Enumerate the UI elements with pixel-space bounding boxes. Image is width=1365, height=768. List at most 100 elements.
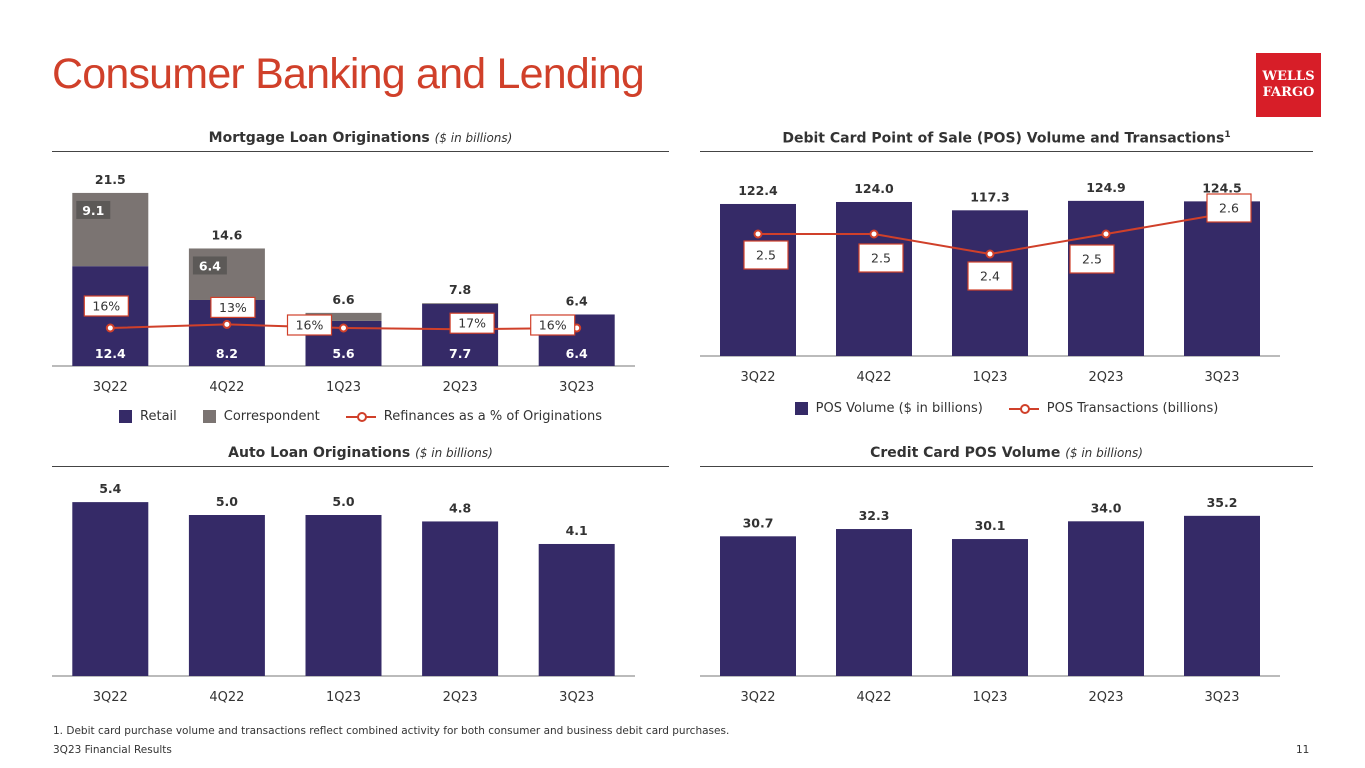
- mortgage-chart: 12.4 9.1 21.5 3Q22 8.2 6.4 14.6 4Q22 5.6 6.6 1Q23 7…: [52, 172, 635, 395]
- auto-chart-title: Auto Loan Originations ($ in billions): [52, 445, 669, 467]
- bar-total-label: 124.0: [854, 181, 894, 196]
- mortgage-title-text: Mortgage Loan Originations: [208, 130, 430, 146]
- legend-correspondent: Correspondent: [202, 409, 320, 424]
- auto-loan-chart: 5.4 3Q22 5.0 4Q22 5.0 1Q23 4.8 2Q23 4.1 3Q23: [52, 481, 635, 705]
- line-value-box: [83, 295, 129, 317]
- x-tick-label: 1Q23: [326, 690, 361, 705]
- x-tick-label: 3Q22: [740, 370, 775, 385]
- x-tick-label: 3Q23: [1204, 690, 1239, 705]
- bar-total-label: 34.0: [1091, 500, 1122, 515]
- bar-value-label: 5.6: [332, 346, 354, 361]
- legend-pos-transactions: POS Transactions (billions): [1008, 401, 1218, 416]
- x-tick-label: 3Q23: [559, 690, 594, 705]
- x-tick-label: 3Q22: [93, 380, 128, 395]
- bar-primary-4q22: [188, 515, 265, 676]
- auto-loan-panel: Auto Loan Originations ($ in billions) 5…: [52, 445, 669, 705]
- bar-value-label: 9.1: [82, 203, 104, 218]
- legend-retail-label: Retail: [140, 409, 177, 424]
- page-title: Consumer Banking and Lending: [52, 50, 645, 98]
- footnote: 1. Debit card purchase volume and transa…: [53, 725, 730, 737]
- x-tick-label: 2Q23: [443, 380, 478, 395]
- line-value-label: 16%: [296, 318, 324, 333]
- bar-total-label: 30.7: [743, 515, 774, 530]
- bar-value-label: 6.4: [566, 346, 588, 361]
- legend-refinances: Refinances as a % of Originations: [345, 409, 602, 424]
- footer-report-name: 3Q23 Financial Results: [53, 744, 172, 756]
- line-value-label: 2.6: [1219, 201, 1239, 216]
- x-tick-label: 2Q23: [443, 690, 478, 705]
- line-value-label: 16%: [92, 299, 120, 314]
- line-point: [869, 229, 879, 239]
- bar-primary-3q22: [720, 536, 796, 676]
- mortgage-chart-title: Mortgage Loan Originations ($ in billion…: [52, 130, 669, 152]
- wells-fargo-logo: WELLS FARGO: [1256, 53, 1321, 117]
- bar-value-label: 7.7: [449, 346, 471, 361]
- bar-total-label: 5.0: [332, 494, 354, 509]
- logo-line-1: WELLS: [1262, 69, 1315, 84]
- x-tick-label: 3Q23: [1204, 370, 1239, 385]
- line-point: [1101, 229, 1111, 239]
- credit-title-text: Credit Card POS Volume: [870, 445, 1061, 461]
- legend-pos-volume-swatch: [794, 402, 808, 415]
- x-tick-label: 3Q22: [93, 690, 128, 705]
- line-point: [985, 249, 995, 259]
- debit-footnote-ref: 1: [1224, 130, 1231, 140]
- line-value-box: [530, 314, 576, 336]
- debit-card-panel: Debit Card Point of Sale (POS) Volume an…: [700, 130, 1313, 430]
- bar-total-label: 4.8: [449, 500, 471, 515]
- legend-pos-transactions-marker: [1008, 402, 1039, 415]
- bar-total-label: 6.6: [332, 292, 354, 307]
- line-value-box: [1069, 244, 1115, 274]
- line-point: [753, 229, 763, 239]
- bar-total-label: 4.1: [566, 523, 588, 538]
- line-value-box: [449, 312, 495, 334]
- bar-total-label: 5.4: [99, 481, 121, 496]
- line-point: [339, 323, 348, 333]
- line-value-box: [858, 243, 904, 273]
- x-tick-label: 3Q23: [559, 380, 594, 395]
- correspondent-label-bg: [76, 200, 111, 219]
- line-value-box: [967, 261, 1013, 291]
- line-value-box: [1206, 193, 1252, 223]
- line-value-box: [743, 240, 789, 270]
- x-tick-label: 4Q22: [209, 380, 244, 395]
- bar-primary-3q22: [72, 502, 149, 676]
- bar-primary-3q23: [1184, 201, 1260, 356]
- bar-primary-2q23: [1068, 200, 1144, 356]
- credit-card-panel: Credit Card POS Volume ($ in billions) 3…: [700, 445, 1313, 705]
- line-value-box: [210, 296, 256, 318]
- bar-primary-4q22: [836, 529, 912, 676]
- x-tick-label: 4Q22: [209, 690, 244, 705]
- line-point: [105, 323, 115, 333]
- line-value-label: 2.5: [871, 251, 891, 266]
- bar-value-label: 6.4: [199, 258, 221, 273]
- bar-secondary-2q23: [422, 303, 499, 305]
- bar-primary-3q23: [1184, 515, 1260, 676]
- bar-total-label: 124.5: [1202, 180, 1242, 195]
- legend-refinances-label: Refinances as a % of Originations: [383, 409, 602, 424]
- bar-total-label: 35.2: [1207, 495, 1238, 510]
- x-tick-label: 3Q22: [740, 690, 775, 705]
- legend-pos-volume: POS Volume ($ in billions): [794, 401, 983, 416]
- auto-title-text: Auto Loan Originations: [228, 445, 411, 461]
- line-value-label: 2.4: [980, 269, 1000, 284]
- auto-subtitle: ($ in billions): [415, 446, 493, 460]
- debit-chart-title: Debit Card Point of Sale (POS) Volume an…: [700, 130, 1313, 152]
- x-tick-label: 4Q22: [856, 370, 891, 385]
- bar-total-label: 6.4: [566, 293, 588, 308]
- bar-primary-1q23: [952, 539, 1028, 676]
- bar-primary-3q23: [538, 543, 615, 676]
- x-tick-label: 1Q23: [972, 370, 1007, 385]
- mortgage-legend: Retail Correspondent Refinances as a % o…: [52, 409, 669, 424]
- line-value-label: 13%: [219, 300, 247, 315]
- debit-legend: POS Volume ($ in billions) POS Transacti…: [700, 401, 1313, 416]
- bar-primary-1q23: [305, 515, 382, 676]
- line-value-label: 2.5: [1082, 252, 1102, 267]
- x-tick-label: 2Q23: [1088, 370, 1123, 385]
- bar-value-label: 12.4: [95, 346, 126, 361]
- mortgage-subtitle: ($ in billions): [434, 131, 513, 145]
- line-value-label: 17%: [458, 316, 486, 331]
- legend-refinances-marker: [345, 410, 376, 423]
- bar-total-label: 7.8: [449, 282, 471, 297]
- credit-subtitle: ($ in billions): [1065, 446, 1143, 460]
